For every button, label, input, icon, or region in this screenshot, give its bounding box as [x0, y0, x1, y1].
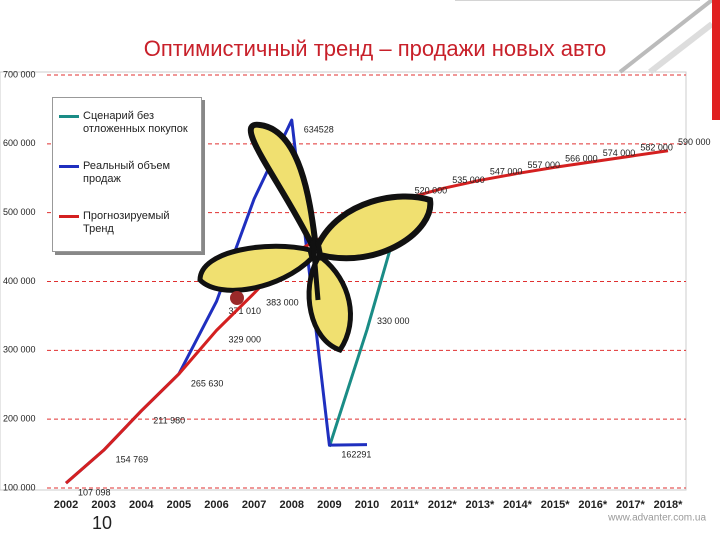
- x-tick-label: 2011*: [391, 499, 420, 511]
- x-tick-label: 2009: [317, 499, 341, 511]
- y-tick-label: 700 000: [3, 69, 36, 79]
- x-tick-label: 2010: [355, 499, 379, 511]
- x-tick-label: 2016*: [578, 499, 607, 511]
- decoration: [618, 0, 714, 74]
- y-tick-label: 600 000: [3, 138, 36, 148]
- data-label: 582 000: [640, 143, 673, 153]
- butterfly-picture: [197, 121, 434, 353]
- x-tick-label: 2006: [204, 499, 228, 511]
- decoration: [712, 0, 720, 120]
- data-label: 265 630: [191, 378, 224, 388]
- data-label: 566 000: [565, 154, 598, 164]
- data-label: 535 000: [452, 175, 485, 185]
- x-tick-label: 2013*: [465, 499, 494, 511]
- x-tick-label: 2002: [54, 499, 78, 511]
- y-tick-label: 200 000: [3, 414, 36, 424]
- x-tick-label: 2017*: [616, 499, 645, 511]
- data-label: 557 000: [528, 160, 561, 170]
- legend-swatch: [59, 165, 79, 168]
- page-number: 10: [92, 513, 112, 533]
- legend-swatch: [59, 215, 79, 218]
- decoration: [648, 21, 714, 75]
- y-tick-label: 300 000: [3, 345, 36, 355]
- x-tick-label: 2012*: [428, 499, 457, 511]
- legend: Сценарий без отложенных покупок Реальный …: [52, 97, 202, 252]
- x-tick-label: 2008: [280, 499, 304, 511]
- legend-swatch: [59, 115, 79, 118]
- y-tick-label: 100 000: [3, 482, 36, 492]
- data-label: 371 010: [229, 306, 262, 316]
- data-label: 154 769: [116, 455, 149, 465]
- data-label: 520 000: [415, 185, 448, 195]
- data-label: 574 000: [603, 148, 636, 158]
- x-tick-label: 2005: [167, 499, 191, 511]
- y-tick-label: 400 000: [3, 276, 36, 286]
- y-tick-label: 500 000: [3, 207, 36, 217]
- slide-title: Оптимистичный тренд – продажи новых авто: [144, 36, 607, 61]
- legend-label: Прогнозируемый Тренд: [83, 210, 170, 235]
- data-label: 634528: [304, 124, 334, 134]
- x-tick-label: 2004: [129, 499, 154, 511]
- data-label: 330 000: [377, 316, 410, 326]
- data-label: 162291: [341, 449, 371, 459]
- legend-label: Реальный объем продаж: [83, 160, 171, 185]
- x-tick-label: 2015*: [541, 499, 570, 511]
- data-label: 547 000: [490, 167, 523, 177]
- x-tick-label: 2014*: [503, 499, 532, 511]
- data-label: 211 980: [153, 415, 185, 425]
- data-label: 590 000: [678, 137, 711, 147]
- x-tick-label: 2018*: [654, 499, 683, 511]
- data-label: 107 098: [78, 487, 111, 497]
- data-label: 329 000: [229, 335, 262, 345]
- data-label: 383 000: [266, 298, 299, 308]
- x-tick-label: 2007: [242, 499, 266, 511]
- legend-label: Сценарий без отложенных покупок: [83, 110, 188, 135]
- x-tick-label: 2003: [91, 499, 115, 511]
- website: www.advanter.com.ua: [607, 513, 706, 524]
